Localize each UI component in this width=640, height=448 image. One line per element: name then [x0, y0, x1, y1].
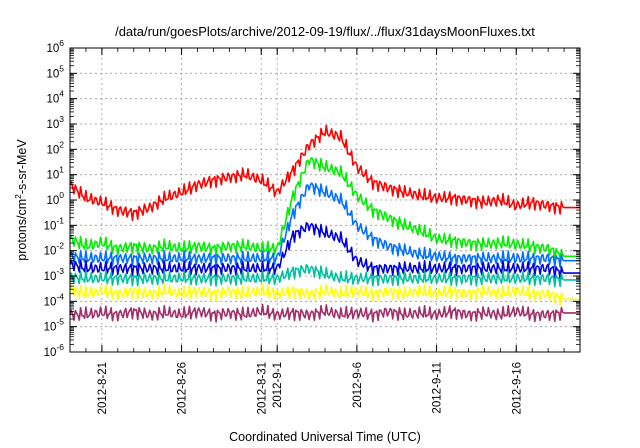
y-tick-label: 10-2: [44, 241, 65, 258]
y-tick-label: 10-6: [44, 342, 65, 359]
y-axis-label: protons/cm2-s-sr-MeV: [13, 139, 29, 261]
flux-series-line: [69, 283, 580, 306]
y-tick-label: 10-3: [44, 266, 65, 283]
x-tick-label: 2012-9-16: [511, 362, 523, 414]
flux-series-line: [69, 264, 580, 288]
y-tick-label: 104: [46, 89, 64, 106]
flux-series-line: [69, 156, 580, 262]
y-tick-labels: 10-6 10-5 10-4 10-3 10-2 10-1 100 101 102 103 104 1…: [44, 38, 65, 359]
x-tick-label: 2012-9-1: [272, 362, 284, 408]
flux-series-line: [69, 303, 580, 323]
chart-title: /data/run/goesPlots/archive/2012-09-19/f…: [115, 24, 535, 39]
y-tick-label: 10-5: [44, 317, 65, 334]
y-tick-label: 105: [46, 63, 64, 80]
flux-series-line: [69, 182, 580, 268]
x-axis-label: Coordinated Universal Time (UTC): [229, 430, 421, 444]
x-tick-labels: 2012-8-21 2012-8-26 2012-8-31 2012-9-1 2012-…: [97, 362, 523, 414]
y-tick-label: 101: [46, 165, 64, 182]
y-tick-label: 10-4: [44, 291, 65, 308]
x-tick-label: 2012-8-31: [256, 362, 268, 414]
x-tick-label: 2012-9-11: [432, 362, 444, 414]
x-tick-label: 2012-8-21: [97, 362, 109, 414]
flux-series-line: [69, 124, 580, 221]
y-tick-label: 10-1: [44, 215, 65, 232]
x-tick-label: 2012-8-26: [177, 362, 189, 414]
axis-ticks: [69, 47, 581, 353]
flux-series-line: [69, 222, 580, 280]
y-tick-label: 106: [46, 38, 64, 55]
y-tick-label: 102: [46, 139, 64, 156]
y-tick-label: 100: [46, 190, 64, 207]
series-layer: [69, 124, 580, 323]
x-tick-label: 2012-9-6: [352, 362, 364, 408]
y-tick-label: 103: [46, 114, 64, 131]
